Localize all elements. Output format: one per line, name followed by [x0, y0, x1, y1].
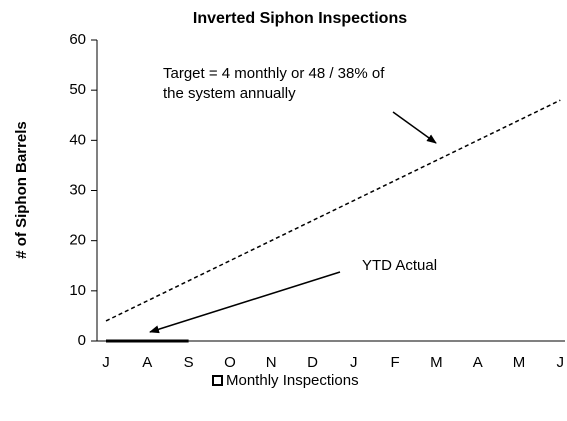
- x-tick-label: J: [350, 354, 358, 371]
- chart-title: Inverted Siphon Inspections: [193, 10, 407, 27]
- y-tick-label: 60: [69, 31, 86, 48]
- x-tick-label: M: [513, 354, 526, 371]
- annotation: YTD Actual: [362, 257, 437, 274]
- y-tick-label: 30: [69, 181, 86, 198]
- legend-marker: [212, 375, 223, 386]
- x-tick-label: A: [473, 354, 483, 371]
- target-line: [105, 99, 561, 322]
- y-tick-label: 10: [69, 282, 86, 299]
- x-tick-label: F: [391, 354, 400, 371]
- y-tick-label: 50: [69, 81, 86, 98]
- x-tick-label: J: [102, 354, 110, 371]
- annotation: Target = 4 monthly or 48 / 38% of: [163, 65, 385, 82]
- x-tick-label: A: [142, 354, 152, 371]
- x-tick-label: D: [307, 354, 318, 371]
- x-tick-label: O: [224, 354, 236, 371]
- annotation: the system annually: [163, 85, 296, 102]
- x-tick-label: M: [430, 354, 443, 371]
- y-tick-label: 0: [78, 332, 86, 349]
- x-tick-label: N: [266, 354, 277, 371]
- annotation-arrow: [392, 111, 437, 144]
- x-tick-label: S: [184, 354, 194, 371]
- y-tick-label: 40: [69, 131, 86, 148]
- x-tick-label: J: [557, 354, 565, 371]
- y-tick-label: 20: [69, 232, 86, 249]
- annotation-arrow: [149, 271, 341, 334]
- y-axis-label: # of Siphon Barrels: [13, 121, 30, 259]
- legend-label: Monthly Inspections: [226, 372, 359, 389]
